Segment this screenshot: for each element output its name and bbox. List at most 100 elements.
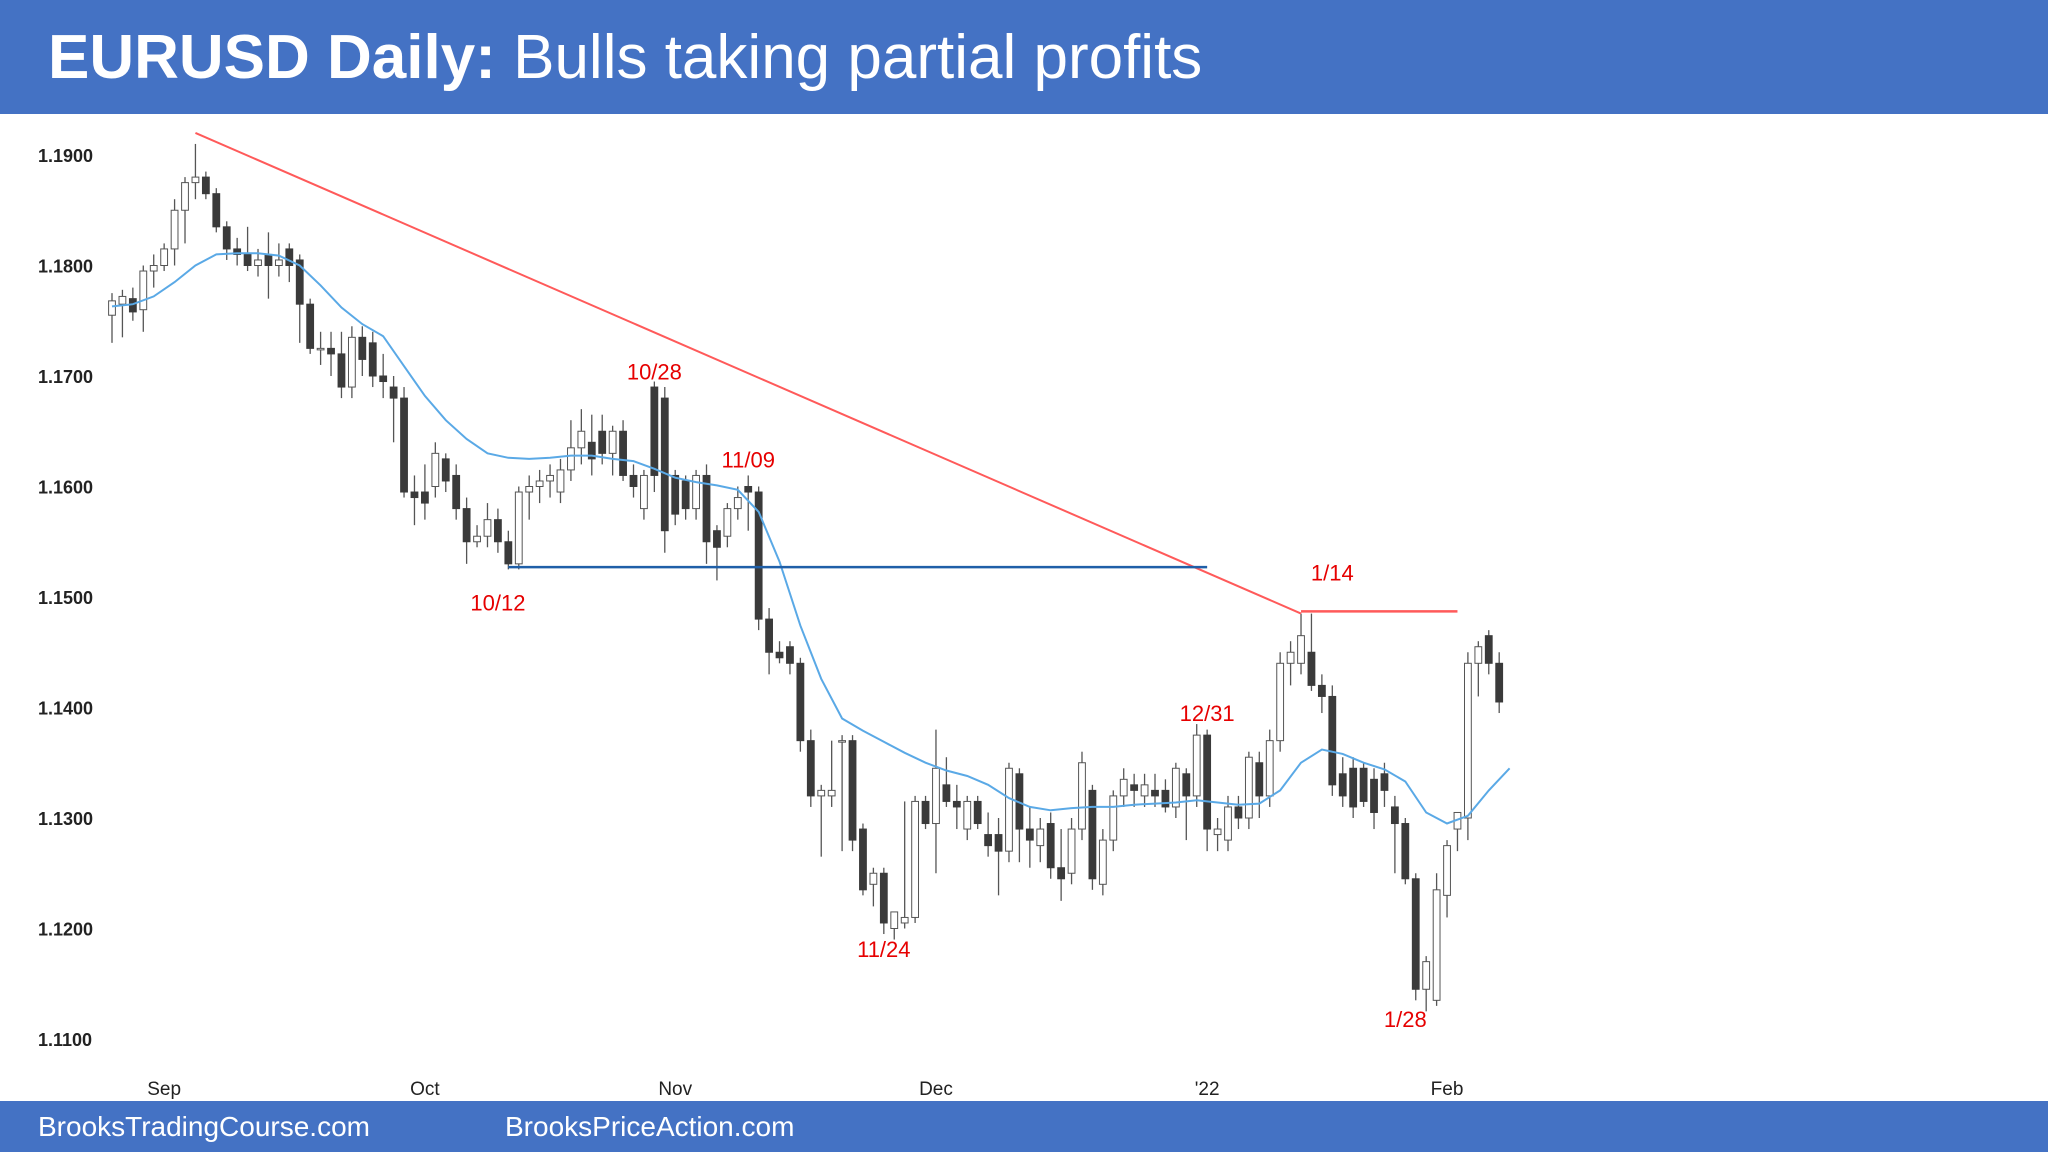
- candle-body: [1464, 662, 1472, 819]
- candle-body: [1307, 651, 1316, 686]
- y-tick-label: 1.1600: [38, 478, 93, 498]
- candle-body: [911, 800, 920, 918]
- bull-candle: [274, 243, 283, 277]
- candle-body: [556, 469, 565, 493]
- candle-body: [1297, 635, 1305, 664]
- candle-body: [421, 491, 429, 504]
- bull-candle: [1171, 762, 1180, 818]
- candle-body: [806, 740, 815, 797]
- candle-body: [713, 530, 721, 548]
- candle-body: [1286, 651, 1295, 664]
- bull-candle: [900, 801, 909, 929]
- y-tick-label: 1.1500: [38, 588, 93, 608]
- candle-body: [243, 253, 252, 266]
- candle-body: [316, 347, 325, 351]
- bear-candle: [1495, 652, 1504, 714]
- bull-candle: [963, 795, 972, 841]
- candle-body: [222, 226, 231, 250]
- candle-body: [327, 347, 335, 355]
- title-instrument: EURUSD Daily:: [48, 23, 496, 92]
- candle-body: [984, 834, 993, 847]
- candle-body: [1067, 828, 1076, 874]
- footer-link-trading-course[interactable]: BrooksTradingCourse.com: [38, 1111, 370, 1142]
- candle-body: [796, 662, 805, 742]
- bear-candle: [994, 818, 1003, 896]
- candle-body: [942, 784, 951, 802]
- candle-body: [879, 872, 888, 924]
- candle-body: [1151, 789, 1159, 797]
- bull-candle: [838, 735, 847, 852]
- page-title: EURUSD Daily: Bulls taking partial profi…: [48, 18, 1202, 98]
- bull-candle: [911, 795, 920, 923]
- candle-body: [347, 336, 356, 388]
- bear-candle: [859, 823, 867, 896]
- bull-candle: [1109, 790, 1118, 852]
- bear-trend-line: [195, 131, 1302, 615]
- bull-candle: [1244, 751, 1253, 830]
- candle-body: [473, 535, 481, 543]
- candle-body: [535, 480, 544, 488]
- candle-body: [973, 800, 982, 825]
- candle-body: [1036, 828, 1045, 847]
- bear-candle: [1046, 812, 1055, 879]
- bear-candle: [598, 414, 607, 465]
- bear-candle: [400, 387, 408, 498]
- bear-candle: [1015, 768, 1024, 863]
- bull-candle: [1005, 762, 1013, 863]
- bear-candle: [1484, 630, 1493, 675]
- bear-candle: [1182, 768, 1191, 841]
- bear-candle: [879, 867, 888, 935]
- bull-candle: [1078, 751, 1086, 841]
- bull-candle: [932, 729, 940, 874]
- candle-body: [890, 911, 899, 929]
- x-tick-label: Dec: [919, 1079, 953, 1100]
- bear-candle: [775, 641, 784, 664]
- bull-candle: [1140, 773, 1149, 807]
- footer-bar: BrooksTradingCourse.com BrooksPriceActio…: [0, 1101, 2048, 1152]
- bull-candle: [1098, 829, 1107, 896]
- bear-candle: [358, 326, 367, 376]
- candle-body: [1203, 734, 1212, 830]
- candle-body: [358, 336, 367, 360]
- bear-candle: [681, 475, 690, 520]
- bear-candle: [1390, 795, 1399, 874]
- bear-candle: [806, 729, 815, 807]
- candle-body: [765, 618, 773, 653]
- y-tick-label: 1.1100: [38, 1030, 92, 1050]
- candle-body: [1098, 839, 1107, 885]
- bear-candle: [786, 641, 794, 675]
- bull-candle: [546, 464, 554, 498]
- bear-candle: [306, 298, 315, 354]
- candle-body: [1484, 635, 1493, 664]
- candle-body: [1213, 828, 1222, 836]
- bear-candle: [650, 381, 659, 493]
- bull-candle: [1276, 652, 1285, 752]
- bear-candle: [1411, 873, 1420, 1001]
- bull-candle: [1119, 768, 1128, 807]
- bear-candle: [504, 530, 513, 570]
- bear-candle: [1130, 773, 1139, 807]
- bull-candle: [1464, 652, 1472, 841]
- footer-link-price-action[interactable]: BrooksPriceAction.com: [505, 1111, 795, 1142]
- bear-candle: [327, 331, 335, 376]
- bear-candle: [1370, 768, 1378, 830]
- candle-body: [598, 430, 607, 454]
- bear-candle: [1349, 757, 1358, 818]
- bull-candle: [160, 243, 169, 272]
- bull-candle: [1036, 818, 1045, 863]
- annotation-label: 10/28: [627, 359, 682, 384]
- annotation-label: 11/09: [722, 448, 775, 473]
- bear-candle: [942, 757, 951, 807]
- candle-body: [1025, 828, 1034, 841]
- candle-body: [577, 430, 586, 449]
- candle-body: [702, 474, 711, 543]
- candle-body: [1234, 806, 1243, 819]
- bear-candle: [713, 525, 721, 581]
- y-axis: 1.1900 1.1800 1.1700 1.1600 1.1500 1.140…: [38, 146, 93, 1050]
- bull-candle: [1432, 873, 1441, 1006]
- annotation-label: 1/14: [1311, 560, 1354, 585]
- candle-body: [1255, 762, 1264, 797]
- y-tick-label: 1.1900: [38, 146, 93, 166]
- bear-candle: [452, 464, 461, 520]
- bull-candle: [347, 326, 356, 399]
